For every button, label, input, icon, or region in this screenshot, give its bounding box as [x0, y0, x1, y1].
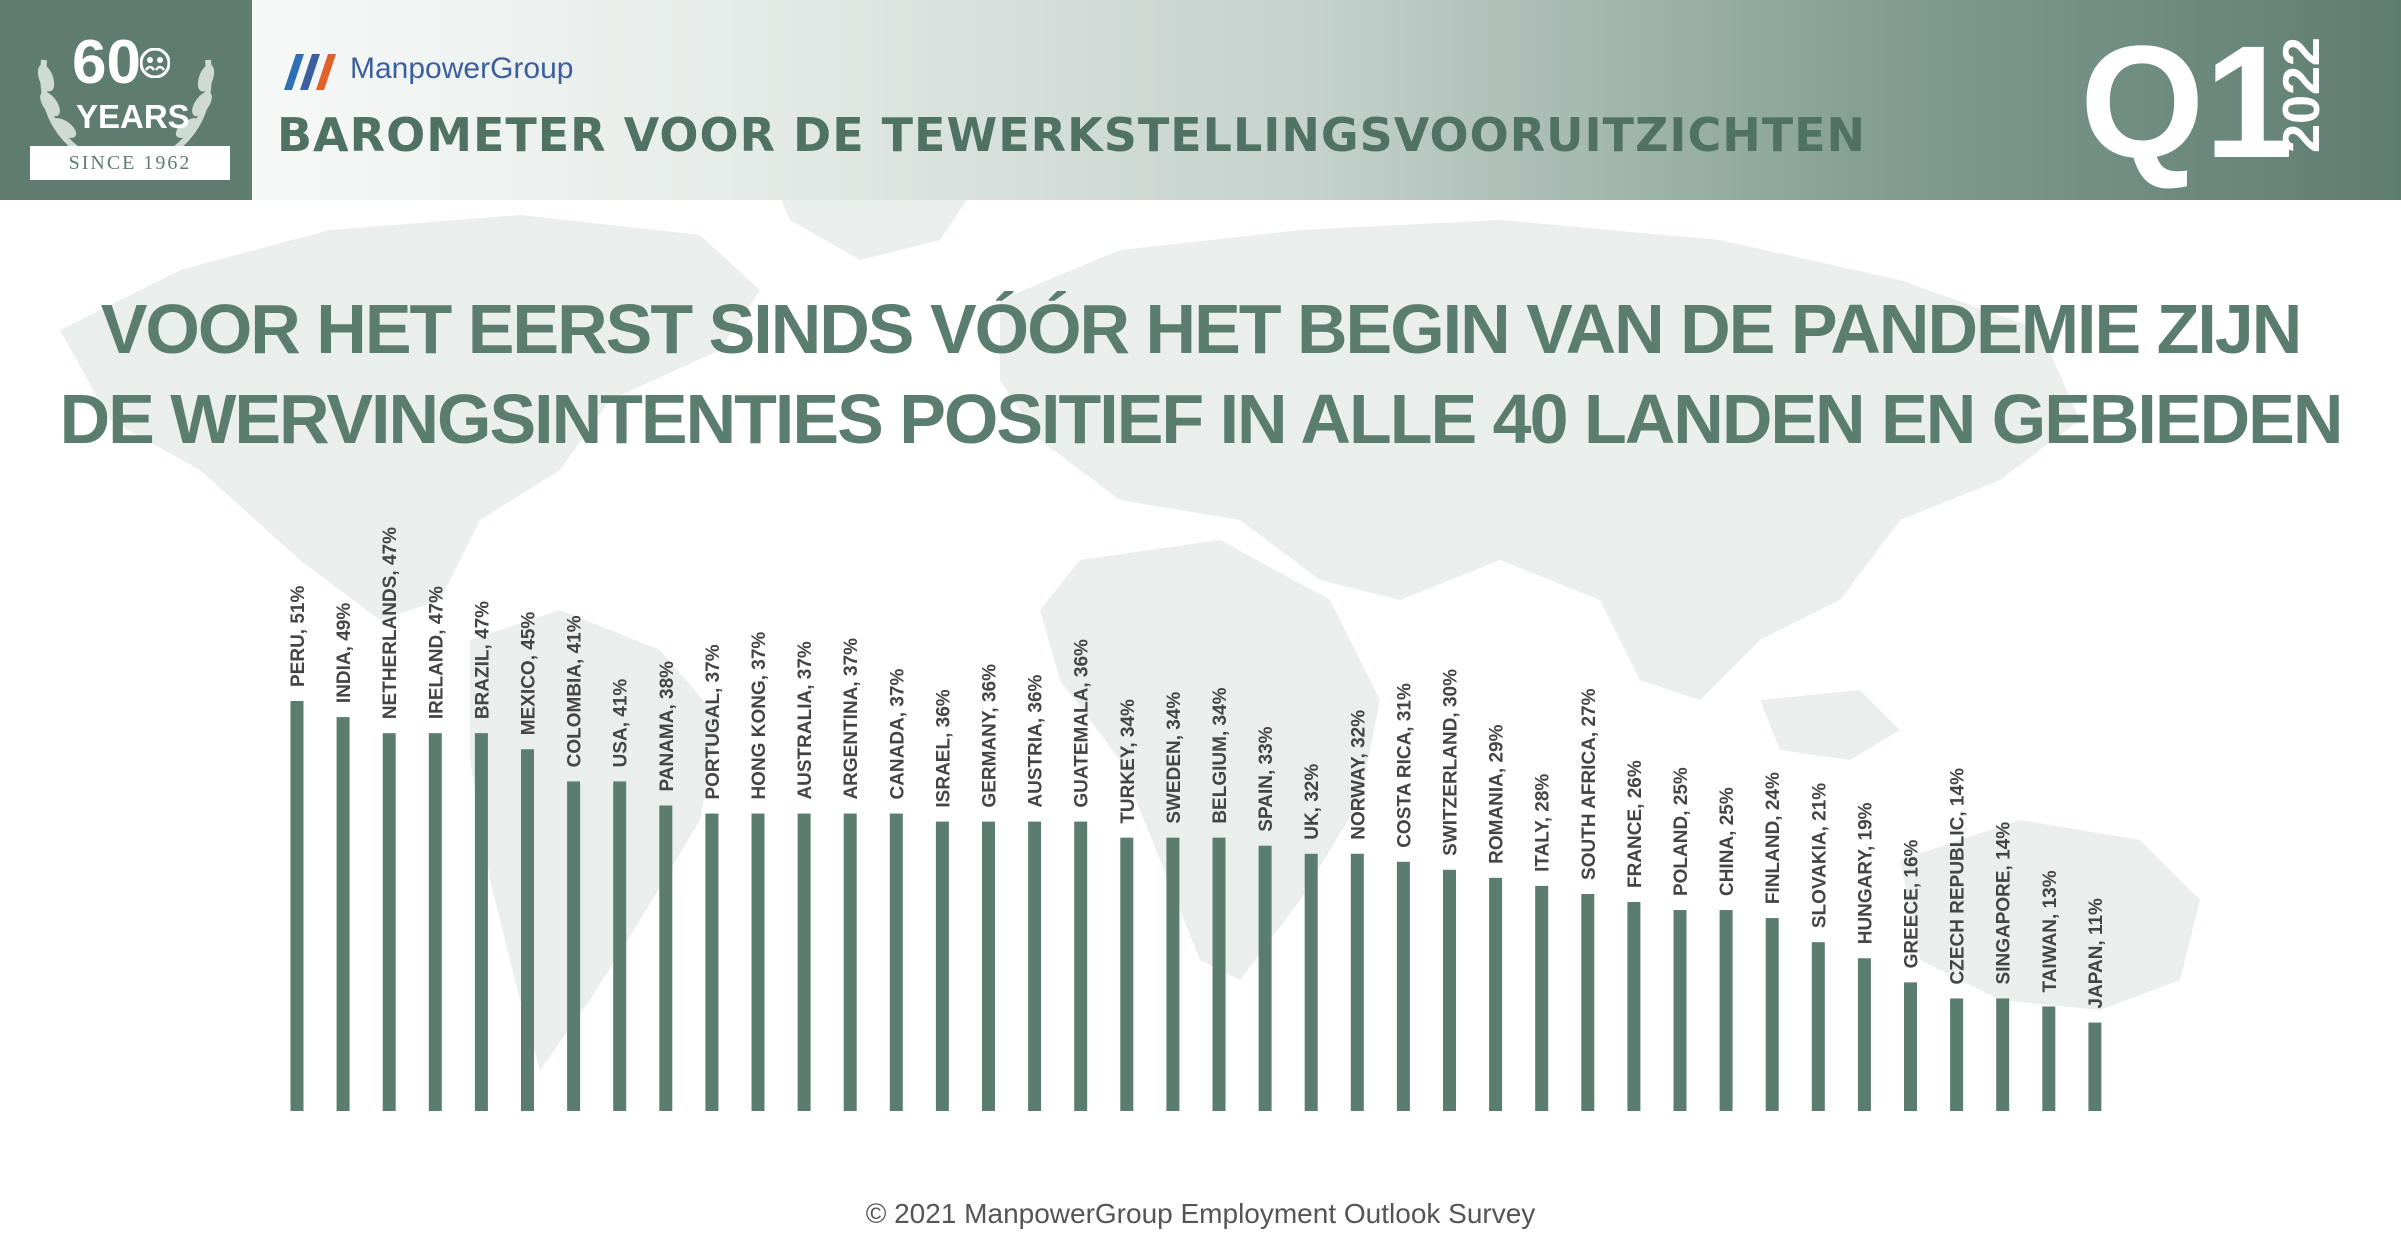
bar-turkey	[1120, 837, 1134, 1111]
data-label-norway: NORWAY, 32%	[1348, 710, 1369, 840]
bar-argentina	[843, 813, 857, 1111]
bar-italy	[1535, 885, 1549, 1111]
bar-israel	[935, 821, 949, 1111]
data-label-poland: POLAND, 25%	[1671, 767, 1692, 896]
data-label-argentina: ARGENTINA, 37%	[841, 638, 862, 800]
bar-portugal	[705, 813, 719, 1111]
bar-switzerland	[1443, 869, 1456, 1111]
data-label-romania: ROMANIA, 29%	[1487, 724, 1508, 863]
data-label-china: CHINA, 25%	[1717, 787, 1738, 896]
bar-ireland	[428, 733, 442, 1111]
bar-belgium	[1212, 837, 1226, 1111]
data-label-portugal: PORTUGAL, 37%	[703, 644, 724, 799]
bar-japan	[2088, 1022, 2102, 1111]
page-title-line-2: DE WERVINGSINTENTIES POSITIEF IN ALLE 40…	[59, 380, 2344, 458]
bar-india	[336, 717, 350, 1111]
bar-peru	[290, 701, 304, 1111]
bar-france	[1627, 901, 1641, 1111]
bar-uk	[1304, 853, 1318, 1111]
data-label-italy: ITALY, 28%	[1533, 774, 1554, 872]
data-label-ireland: IRELAND, 47%	[426, 586, 447, 719]
data-label-australia: AUSTRALIA, 37%	[795, 641, 816, 799]
bar-netherlands	[382, 733, 396, 1111]
data-label-france: FRANCE, 26%	[1625, 760, 1646, 888]
data-label-costa-rica: COSTA RICA, 31%	[1394, 683, 1415, 848]
bar-sweden	[1166, 837, 1180, 1111]
quarter-label: Q1	[2080, 12, 2294, 191]
data-label-germany: GERMANY, 36%	[980, 664, 1001, 808]
laurel-wreath-icon	[37, 59, 215, 153]
data-label-india: INDIA, 49%	[334, 603, 355, 703]
bar-hungary	[1857, 958, 1871, 1111]
bar-slovakia	[1811, 942, 1825, 1111]
data-label-uk: UK, 32%	[1302, 764, 1323, 840]
data-label-belgium: BELGIUM, 34%	[1210, 687, 1231, 823]
bar-south-africa	[1581, 893, 1595, 1111]
data-label-slovakia: SLOVAKIA, 21%	[1809, 783, 1830, 928]
brand-name: ManpowerGroup	[350, 52, 574, 85]
badge-years: YEARS	[76, 98, 190, 135]
people-icon	[140, 48, 170, 78]
copyright-footer: © 2021 ManpowerGroup Employment Outlook …	[865, 1198, 1536, 1229]
bar-brazil	[474, 733, 488, 1111]
bar-greece	[1904, 982, 1917, 1111]
data-label-taiwan: TAIWAN, 13%	[2040, 870, 2061, 992]
data-label-netherlands: NETHERLANDS, 47%	[380, 527, 401, 719]
bar-singapore	[1996, 998, 2010, 1111]
badge-since: SINCE 1962	[30, 146, 230, 180]
bar-guatemala	[1074, 821, 1088, 1111]
bar-australia	[797, 813, 811, 1111]
bar-czech-republic	[1950, 998, 1964, 1111]
bar-finland	[1765, 918, 1779, 1111]
data-label-greece: GREECE, 16%	[1902, 839, 1923, 968]
data-label-mexico: MEXICO, 45%	[519, 612, 540, 736]
bar-norway	[1350, 853, 1364, 1111]
data-label-south-africa: SOUTH AFRICA, 27%	[1579, 688, 1600, 880]
bar-spain	[1258, 845, 1272, 1111]
bar-colombia	[567, 781, 581, 1111]
data-label-hungary: HUNGARY, 19%	[1855, 802, 1876, 944]
data-label-finland: FINLAND, 24%	[1763, 772, 1784, 904]
data-label-turkey: TURKEY, 34%	[1118, 699, 1139, 824]
bar-germany	[982, 821, 995, 1111]
header-banner: 60 YEARS SINCE 1962 ManpowerGroup BAROME…	[0, 0, 2401, 200]
data-label-guatemala: GUATEMALA, 36%	[1072, 639, 1093, 808]
data-label-sweden: SWEDEN, 34%	[1164, 692, 1185, 824]
bar-austria	[1028, 821, 1042, 1111]
bar-hong-kong	[751, 813, 765, 1111]
page-title-line-1: VOOR HET EERST SINDS VÓÓR HET BEGIN VAN …	[100, 290, 2303, 368]
data-label-switzerland: SWITZERLAND, 30%	[1441, 669, 1462, 856]
data-label-austria: AUSTRIA, 36%	[1026, 674, 1047, 807]
bar-usa	[613, 781, 627, 1111]
data-label-czech-republic: CZECH REPUBLIC, 14%	[1948, 768, 1969, 985]
data-label-brazil: BRAZIL, 47%	[472, 601, 493, 719]
data-label-japan: JAPAN, 11%	[2086, 898, 2107, 1009]
bar-poland	[1673, 910, 1687, 1111]
barometer-title: BAROMETER VOOR DE TEWERKSTELLINGSVOORUIT…	[277, 108, 1867, 162]
data-label-usa: USA, 41%	[611, 679, 632, 768]
bar-romania	[1489, 877, 1503, 1111]
bar-china	[1719, 910, 1733, 1111]
data-label-israel: ISRAEL, 36%	[933, 689, 954, 807]
bar-taiwan	[2042, 1006, 2056, 1111]
anniversary-badge: 60 YEARS SINCE 1962	[0, 0, 252, 200]
manpower-logo-icon	[284, 54, 336, 90]
bar-panama	[659, 805, 673, 1111]
data-label-colombia: COLOMBIA, 41%	[565, 615, 586, 767]
data-label-hong-kong: HONG KONG, 37%	[749, 632, 770, 800]
bar-costa-rica	[1396, 861, 1410, 1111]
bar-mexico	[521, 749, 534, 1111]
data-label-panama: PANAMA, 38%	[657, 661, 678, 792]
data-label-spain: SPAIN, 33%	[1256, 726, 1277, 831]
badge-number: 60	[72, 28, 141, 97]
data-label-peru: PERU, 51%	[288, 586, 309, 687]
bar-canada	[889, 813, 903, 1111]
data-label-canada: CANADA, 37%	[887, 669, 908, 800]
data-label-singapore: SINGAPORE, 14%	[1994, 822, 2015, 985]
